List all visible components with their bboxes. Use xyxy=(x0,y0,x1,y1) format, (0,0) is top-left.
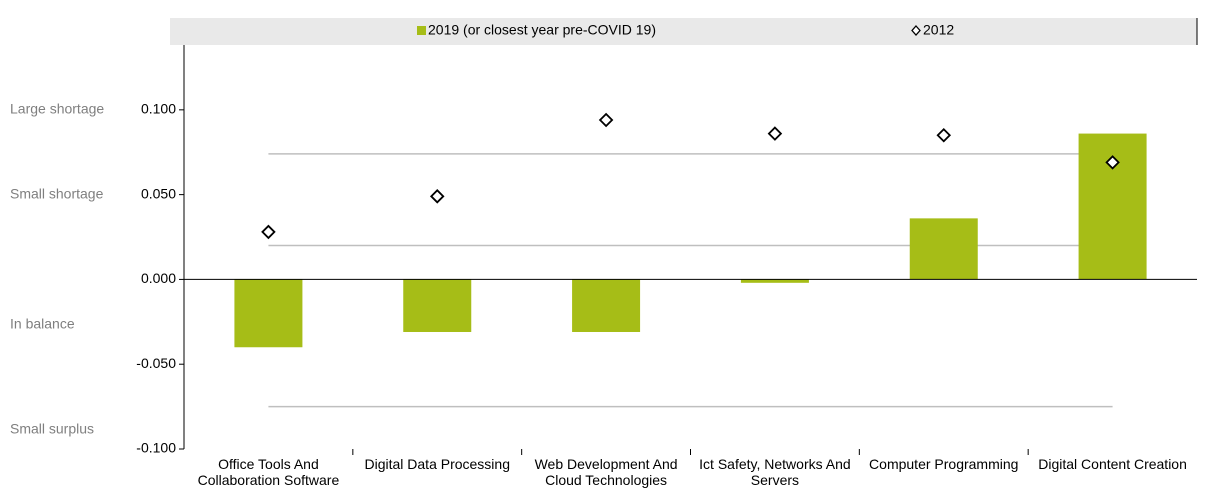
x-tick-label: Office Tools And Collaboration Software xyxy=(197,456,340,488)
x-tick-label: Web Development And Cloud Technologies xyxy=(534,456,678,488)
x-tick-label: Computer Programming xyxy=(869,456,1019,472)
x-tick-label: Digital Data Processing xyxy=(364,456,510,472)
legend-swatch xyxy=(911,25,921,36)
side-label: Large shortage xyxy=(10,101,104,117)
bar xyxy=(909,218,978,280)
side-label: In balance xyxy=(10,316,75,332)
marker xyxy=(767,126,783,141)
marker xyxy=(936,127,952,143)
legend-label: 2012 xyxy=(923,22,954,38)
legend-swatch xyxy=(417,26,426,35)
y-tick-label: -0.050 xyxy=(136,355,176,371)
y-tick-label: 0.050 xyxy=(141,185,176,201)
bar xyxy=(572,279,641,332)
bar xyxy=(403,279,472,332)
legend-label: 2019 (or closest year pre-COVID 19) xyxy=(428,22,656,38)
y-tick-label: 0.000 xyxy=(141,270,176,286)
legend-box xyxy=(170,18,1197,45)
y-tick-label: -0.100 xyxy=(136,440,176,456)
bar xyxy=(740,279,809,283)
x-tick-label: Ict Safety, Networks And Servers xyxy=(699,456,851,488)
y-tick-label: 0.100 xyxy=(141,101,176,117)
x-tick-label: Digital Content Creation xyxy=(1038,456,1187,472)
side-label: Small shortage xyxy=(10,186,104,202)
marker xyxy=(429,189,445,204)
marker xyxy=(1105,155,1120,170)
marker xyxy=(598,112,614,128)
marker xyxy=(261,224,276,240)
bar xyxy=(234,279,303,348)
side-label: Small surplus xyxy=(10,421,94,437)
